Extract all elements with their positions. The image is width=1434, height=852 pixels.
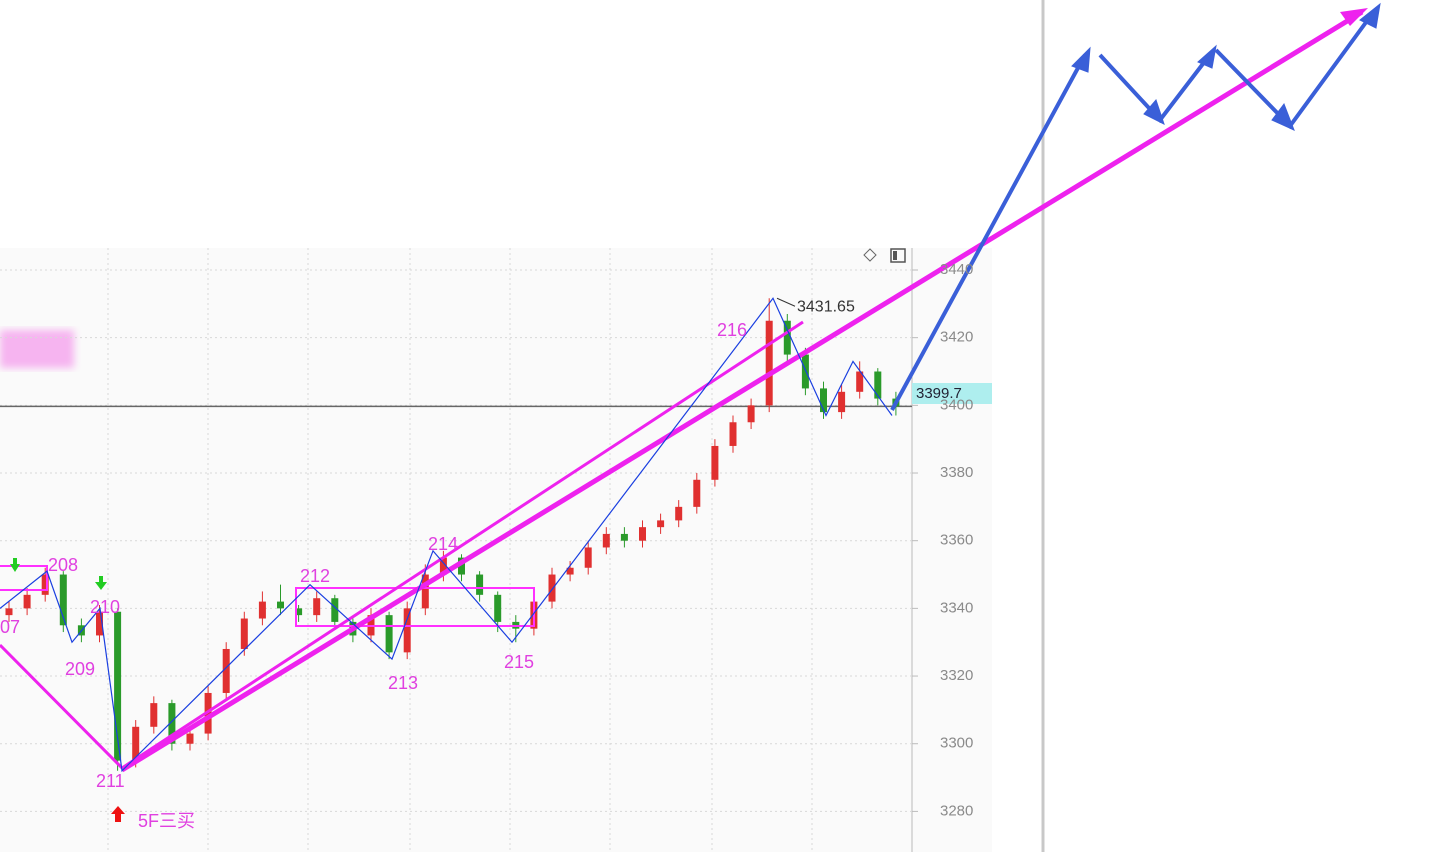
candle-body [602, 533, 610, 548]
y-tick-label: 3320 [940, 667, 973, 684]
y-tick-label: 3400 [940, 396, 973, 413]
price-tag-text: 3399.7 [916, 385, 962, 402]
pen-label: 213 [388, 673, 418, 693]
y-tick-label: 3280 [940, 802, 973, 819]
candle-body [566, 567, 574, 575]
pen-label: 210 [90, 597, 120, 617]
candle-body [747, 405, 755, 423]
pen-label: 207 [0, 617, 20, 637]
pen-line [0, 297, 893, 773]
candle-body [838, 391, 846, 413]
candle-body [711, 445, 719, 480]
pen-label: 209 [65, 659, 95, 679]
candle-body [421, 574, 429, 609]
peak-value-label: 3431.65 [797, 298, 855, 315]
candle-body [295, 608, 303, 616]
candle-body [96, 611, 103, 636]
pen-label: 208 [48, 555, 78, 575]
candle-body [675, 506, 683, 521]
candle-body [874, 371, 882, 399]
candle-body [114, 611, 122, 761]
candle-body [657, 520, 665, 528]
candle-body [476, 574, 484, 595]
blurred-label [0, 330, 74, 368]
candle-body [820, 388, 827, 413]
candles [0, 298, 912, 771]
diamond-icon[interactable] [863, 248, 877, 262]
candle-body [458, 557, 465, 575]
candle-body [801, 354, 809, 389]
candle-body [277, 601, 284, 609]
y-tick-label: 3300 [940, 735, 973, 752]
candle-body [385, 615, 393, 653]
candle-body [729, 422, 737, 446]
y-tick-label: 3360 [940, 532, 973, 549]
candle-body [150, 703, 158, 727]
pen-label: 216 [717, 320, 747, 340]
candle-body [258, 601, 266, 619]
candle-body [620, 533, 628, 541]
pen: 207 208 209 210 211 212 213 214 215 216 3431.65 [0, 297, 893, 791]
candle-body [168, 703, 176, 744]
vertical-grid [107, 248, 813, 852]
peak-pointer [776, 297, 796, 307]
signal-label: 5F三买 [138, 811, 195, 831]
candle-body [584, 547, 592, 568]
y-tick-label: 3340 [940, 599, 973, 616]
candle-body [59, 574, 67, 626]
candle-body [765, 320, 773, 406]
candle-body [856, 371, 864, 392]
pen-label: 214 [428, 534, 458, 554]
y-tick-label: 3440 [940, 261, 973, 278]
y-tick-label: 3380 [940, 464, 973, 481]
chart-background [0, 248, 992, 852]
grid [0, 269, 918, 812]
candle-body [548, 574, 556, 602]
candle-body [494, 594, 502, 622]
y-tick-label: 3420 [940, 329, 973, 346]
trend-lines [0, 8, 1368, 773]
candle-body [313, 598, 321, 616]
candle-body [783, 320, 791, 355]
candle-body [331, 598, 339, 622]
candle-body [439, 557, 447, 575]
pen-label: 211 [96, 771, 125, 791]
candle-body [403, 608, 411, 653]
panel-icon-fill [893, 251, 897, 260]
candle-body [186, 733, 194, 744]
candle-body [240, 618, 248, 649]
pen-label: 215 [504, 652, 534, 672]
candle-body [693, 479, 701, 507]
candle-body [639, 527, 646, 541]
signal-markers [10, 558, 125, 822]
candle-body [23, 594, 31, 609]
candle-body [132, 726, 140, 761]
candle-body [41, 574, 49, 595]
toolbar-icons[interactable] [863, 248, 906, 263]
price-tag [912, 383, 992, 404]
pen-label: 212 [300, 566, 330, 586]
candle-body [222, 648, 230, 693]
projection-arrows [890, 2, 1381, 411]
candle-body [5, 608, 13, 616]
panel-icon[interactable] [890, 248, 906, 263]
